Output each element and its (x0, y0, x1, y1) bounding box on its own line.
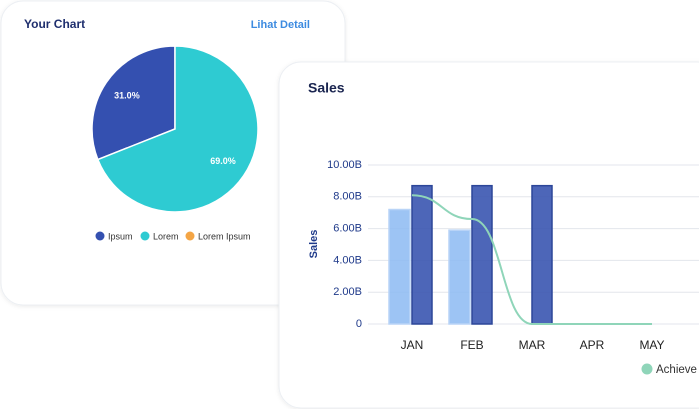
pie-slice (96, 45, 259, 213)
legend-swatch (641, 363, 653, 375)
y-tick-label: 0 (356, 318, 362, 330)
detail-link[interactable]: Lihat Detail (251, 19, 310, 31)
x-tick-label: MAY (639, 338, 664, 352)
x-tick-label: FEB (460, 338, 483, 352)
x-tick-label: APR (580, 338, 605, 352)
x-tick-label: MAR (519, 338, 546, 352)
bar (388, 208, 411, 325)
bar (531, 184, 553, 325)
y-tick-label: 8.00B (333, 191, 362, 203)
x-tick-label: JAN (401, 338, 424, 352)
legend-swatch (95, 231, 105, 241)
line (411, 194, 652, 325)
y-tick-label: 10.00B (327, 159, 362, 171)
bar (411, 184, 433, 325)
y-tick-label: 6.00B (333, 223, 362, 235)
bar (471, 184, 493, 325)
y-tick-label: 4.00B (333, 254, 362, 266)
bar (448, 229, 471, 325)
pie-slice (91, 45, 176, 161)
legend-label: Ipsum (108, 231, 133, 241)
legend-swatch (185, 231, 195, 241)
card-title: Your Chart (24, 17, 85, 31)
card-title: Sales (308, 80, 345, 96)
y-axis-label: Sales (308, 230, 320, 259)
slice-label: 31.0% (114, 91, 140, 101)
legend-label: Lorem Ipsum (198, 231, 251, 241)
y-tick-label: 2.00B (333, 286, 362, 298)
legend-label: Lorem (153, 231, 179, 241)
legend-label: Achieve (656, 364, 697, 376)
slice-label: 69.0% (210, 156, 236, 166)
legend-swatch (140, 231, 150, 241)
